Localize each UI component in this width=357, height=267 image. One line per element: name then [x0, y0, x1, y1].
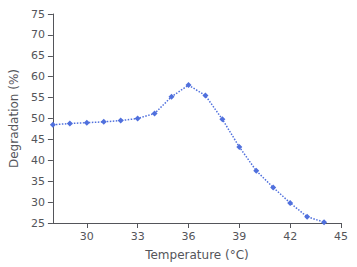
svg-text:Degradation (%): Degradation (%) [7, 69, 21, 168]
svg-text:Temperature (°C): Temperature (°C) [144, 248, 249, 262]
svg-text:25: 25 [31, 217, 45, 230]
svg-text:39: 39 [232, 230, 246, 243]
svg-text:45: 45 [334, 230, 348, 243]
svg-text:40: 40 [31, 154, 45, 167]
svg-text:65: 65 [31, 49, 45, 62]
svg-text:33: 33 [131, 230, 145, 243]
svg-text:75: 75 [31, 8, 45, 21]
svg-text:42: 42 [283, 230, 297, 243]
svg-text:50: 50 [31, 112, 45, 125]
svg-text:36: 36 [181, 230, 195, 243]
svg-text:70: 70 [31, 28, 45, 41]
svg-text:30: 30 [31, 196, 45, 209]
svg-text:55: 55 [31, 91, 45, 104]
svg-text:35: 35 [31, 175, 45, 188]
svg-text:60: 60 [31, 70, 45, 83]
svg-text:45: 45 [31, 133, 45, 146]
svg-text:30: 30 [80, 230, 94, 243]
